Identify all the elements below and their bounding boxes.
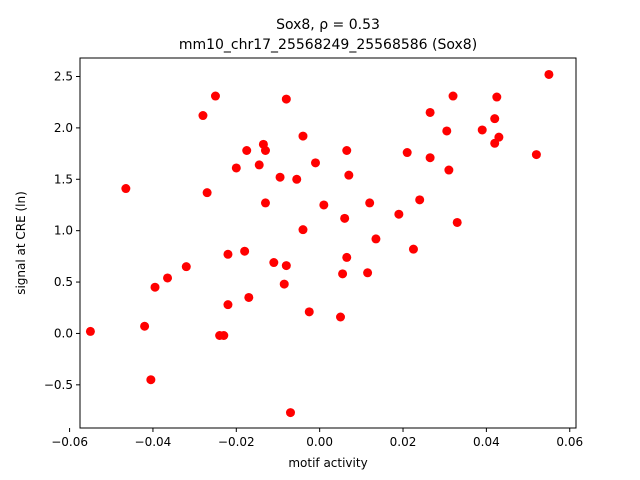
data-point <box>490 114 500 124</box>
data-point <box>85 326 95 336</box>
y-tick-label: 0.0 <box>54 326 73 340</box>
data-point <box>260 198 270 208</box>
data-point <box>260 146 270 155</box>
y-tick-label: 1.5 <box>54 172 73 186</box>
data-point <box>342 146 352 155</box>
data-point <box>121 184 131 194</box>
data-point <box>402 148 412 158</box>
data-point <box>344 170 354 180</box>
data-point <box>231 163 241 173</box>
data-point <box>319 200 329 210</box>
data-point <box>181 262 191 272</box>
data-point <box>223 249 233 259</box>
x-tick-label: 0.00 <box>306 435 333 449</box>
plot-frame <box>79 57 577 429</box>
data-point <box>448 91 458 101</box>
data-point <box>338 269 348 279</box>
data-point <box>285 408 295 418</box>
data-point <box>219 331 229 340</box>
data-point <box>452 217 462 227</box>
y-tick-label: 2.0 <box>54 121 73 135</box>
data-point <box>310 158 320 168</box>
data-point <box>363 268 373 278</box>
y-tick-label: 2.5 <box>54 70 73 84</box>
data-point <box>442 126 452 136</box>
data-point <box>244 292 254 302</box>
data-point <box>425 107 435 117</box>
data-point <box>336 312 346 322</box>
data-point <box>531 150 541 160</box>
data-point <box>279 279 289 289</box>
data-point <box>415 195 425 205</box>
data-point <box>477 125 487 135</box>
data-point <box>371 234 381 244</box>
x-tick-label: −0.04 <box>135 435 172 449</box>
data-point <box>342 252 352 262</box>
data-point <box>544 69 554 79</box>
y-tick-label: −0.5 <box>44 378 73 392</box>
data-point <box>494 132 504 142</box>
data-point <box>202 188 212 198</box>
data-point <box>242 146 252 155</box>
data-points <box>85 69 554 418</box>
x-tick-label: 0.02 <box>390 435 417 449</box>
y-tick-label: 1.0 <box>54 224 73 238</box>
data-point <box>394 209 404 219</box>
x-tick-label: −0.06 <box>51 435 88 449</box>
data-point <box>340 213 350 223</box>
data-point <box>365 198 375 208</box>
data-point <box>163 273 173 283</box>
data-point <box>210 91 220 101</box>
data-point <box>281 261 291 271</box>
data-point <box>150 282 160 292</box>
x-tick-label: −0.02 <box>218 435 255 449</box>
data-point <box>281 94 291 104</box>
data-point <box>275 172 285 182</box>
data-point <box>269 258 279 268</box>
chart-title-line-1: Sox8, ρ = 0.53 <box>276 17 380 33</box>
y-tick-label: 0.5 <box>54 275 73 289</box>
data-point <box>425 153 435 163</box>
data-point <box>304 307 314 317</box>
data-point <box>223 300 233 310</box>
data-point <box>298 225 308 235</box>
y-axis-label: signal at CRE (ln) <box>14 191 28 295</box>
data-point <box>254 160 264 170</box>
x-axis-label: motif activity <box>288 456 367 470</box>
data-point <box>444 165 454 175</box>
data-point <box>408 244 418 254</box>
data-point <box>298 131 308 141</box>
data-point <box>240 246 250 256</box>
x-tick-label: 0.04 <box>473 435 500 449</box>
data-point <box>492 92 502 102</box>
y-axis-ticks: −0.5 0.0 0.5 1.0 1.5 2.0 2.5 <box>44 70 80 392</box>
data-point <box>198 111 208 121</box>
chart-title-line-2: mm10_chr17_25568249_25568586 (Sox8) <box>179 37 477 53</box>
data-point <box>140 321 150 331</box>
data-point <box>292 174 302 184</box>
x-tick-label: 0.06 <box>556 435 583 449</box>
x-axis-ticks: −0.06 −0.04 −0.02 0.00 0.02 0.04 0.06 <box>51 428 583 449</box>
data-point <box>146 375 156 385</box>
